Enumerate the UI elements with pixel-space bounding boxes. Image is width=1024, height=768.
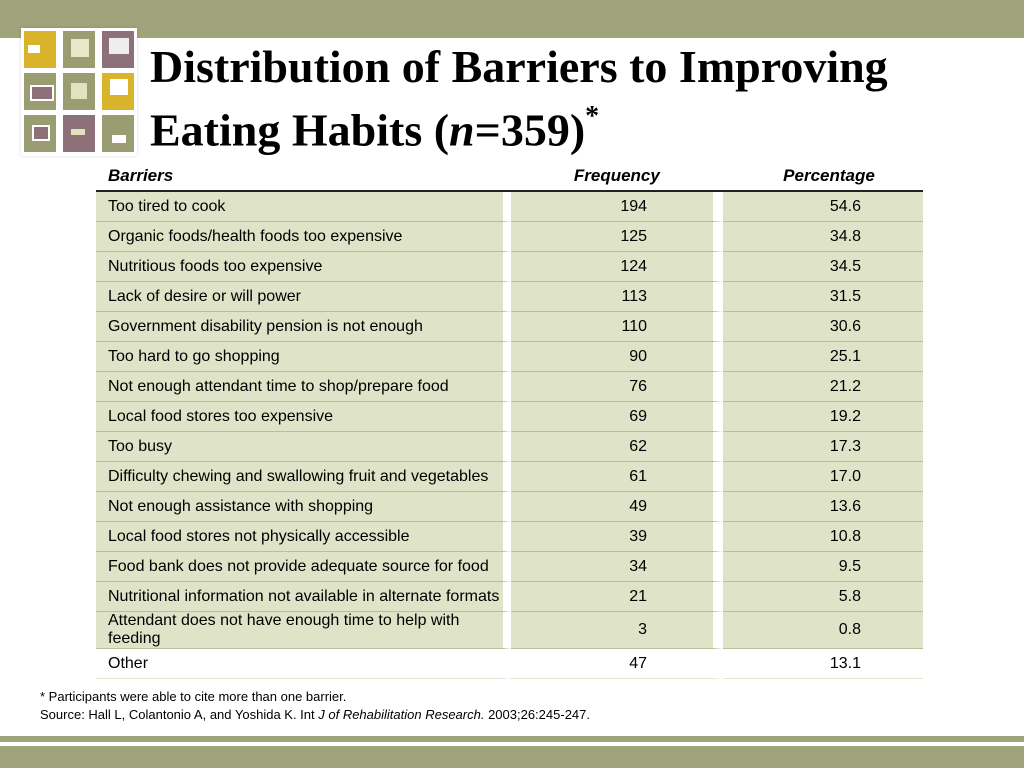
table-row: Not enough assistance with shopping 49 13.… — [96, 492, 923, 522]
source-prefix: Source: Hall L, Colantonio A, and Yoshid… — [40, 707, 319, 722]
percentage-cell: 13.6 — [723, 492, 923, 522]
table-row: Too tired to cook 194 54.6 — [96, 192, 923, 222]
frequency-cell: 113 — [510, 282, 724, 312]
title-footnote-marker: * — [585, 101, 600, 132]
top-banner — [0, 0, 1024, 38]
percentage-cell: 25.1 — [723, 342, 923, 372]
table-header-row: Barriers Frequency Percentage — [96, 162, 923, 192]
frequency-cell: 34 — [510, 552, 724, 582]
bottom-banner — [0, 746, 1024, 768]
percentage-cell: 34.8 — [723, 222, 923, 252]
percentage-cell: 17.0 — [723, 462, 923, 492]
header-percentage: Percentage — [723, 162, 923, 192]
percentage-cell: 19.2 — [723, 402, 923, 432]
barrier-cell: Difficulty chewing and swallowing fruit … — [96, 462, 511, 492]
barrier-cell: Not enough assistance with shopping — [96, 492, 511, 522]
barrier-cell: Food bank does not provide adequate sour… — [96, 552, 511, 582]
title-line-1: Distribution of Barriers to Improving — [150, 41, 888, 92]
footnote: * Participants were able to cite more th… — [40, 688, 590, 724]
percentage-cell: 0.8 — [723, 612, 923, 649]
frequency-cell: 125 — [510, 222, 724, 252]
barrier-cell: Attendant does not have enough time to h… — [96, 612, 511, 649]
table-row: Organic foods/health foods too expensive… — [96, 222, 923, 252]
footnote-source: Source: Hall L, Colantonio A, and Yoshid… — [40, 706, 590, 724]
percentage-cell: 30.6 — [723, 312, 923, 342]
barrier-cell: Organic foods/health foods too expensive — [96, 222, 511, 252]
percentage-cell: 13.1 — [723, 649, 923, 679]
barrier-cell: Nutritional information not available in… — [96, 582, 511, 612]
table-row: Too hard to go shopping 90 25.1 — [96, 342, 923, 372]
bottom-rule — [0, 736, 1024, 742]
logo-tiles — [21, 28, 137, 156]
source-journal: J of Rehabilitation Research. — [318, 707, 485, 722]
barrier-cell: Local food stores not physically accessi… — [96, 522, 511, 552]
table-row: Not enough attendant time to shop/prepar… — [96, 372, 923, 402]
table-row: Lack of desire or will power 113 31.5 — [96, 282, 923, 312]
barrier-cell: Not enough attendant time to shop/prepar… — [96, 372, 511, 402]
percentage-cell: 10.8 — [723, 522, 923, 552]
header-barriers: Barriers — [96, 162, 511, 192]
barrier-cell: Too hard to go shopping — [96, 342, 511, 372]
table-row: Other 47 13.1 — [96, 649, 923, 679]
percentage-cell: 31.5 — [723, 282, 923, 312]
barrier-cell: Too tired to cook — [96, 192, 511, 222]
title-line-2-prefix: Eating Habits ( — [150, 104, 450, 156]
percentage-cell: 9.5 — [723, 552, 923, 582]
table-row: Difficulty chewing and swallowing fruit … — [96, 462, 923, 492]
table-row: Food bank does not provide adequate sour… — [96, 552, 923, 582]
barrier-cell: Other — [96, 649, 511, 679]
frequency-cell: 90 — [510, 342, 724, 372]
barriers-table: Barriers Frequency Percentage Too tired … — [96, 162, 923, 679]
percentage-cell: 54.6 — [723, 192, 923, 222]
title-sample-symbol: n — [449, 104, 475, 156]
frequency-cell: 21 — [510, 582, 724, 612]
table-body: Too tired to cook 194 54.6 Organic foods/he… — [96, 192, 923, 679]
table-row: Nutritional information not available in… — [96, 582, 923, 612]
table-row: Local food stores not physically accessi… — [96, 522, 923, 552]
title-line-2-suffix: =359) — [474, 104, 586, 156]
percentage-cell: 17.3 — [723, 432, 923, 462]
frequency-cell: 69 — [510, 402, 724, 432]
frequency-cell: 61 — [510, 462, 724, 492]
frequency-cell: 76 — [510, 372, 724, 402]
frequency-cell: 62 — [510, 432, 724, 462]
percentage-cell: 5.8 — [723, 582, 923, 612]
barrier-cell: Local food stores too expensive — [96, 402, 511, 432]
percentage-cell: 21.2 — [723, 372, 923, 402]
frequency-cell: 194 — [510, 192, 724, 222]
frequency-cell: 124 — [510, 252, 724, 282]
source-suffix: 2003;26:245-247. — [484, 707, 590, 722]
footnote-note: * Participants were able to cite more th… — [40, 689, 347, 704]
barrier-cell: Lack of desire or will power — [96, 282, 511, 312]
frequency-cell: 3 — [510, 612, 724, 649]
frequency-cell: 47 — [510, 649, 724, 679]
frequency-cell: 49 — [510, 492, 724, 522]
barrier-cell: Nutritious foods too expensive — [96, 252, 511, 282]
table-row: Nutritious foods too expensive 124 34.5 — [96, 252, 923, 282]
table-row: Attendant does not have enough time to h… — [96, 612, 923, 649]
table-row: Local food stores too expensive 69 19.2 — [96, 402, 923, 432]
percentage-cell: 34.5 — [723, 252, 923, 282]
table-row: Government disability pension is not eno… — [96, 312, 923, 342]
barrier-cell: Government disability pension is not eno… — [96, 312, 511, 342]
frequency-cell: 110 — [510, 312, 724, 342]
header-frequency: Frequency — [510, 162, 724, 192]
page-title: Distribution of Barriers to Improving Ea… — [150, 40, 1010, 157]
barrier-cell: Too busy — [96, 432, 511, 462]
table-row: Too busy 62 17.3 — [96, 432, 923, 462]
frequency-cell: 39 — [510, 522, 724, 552]
